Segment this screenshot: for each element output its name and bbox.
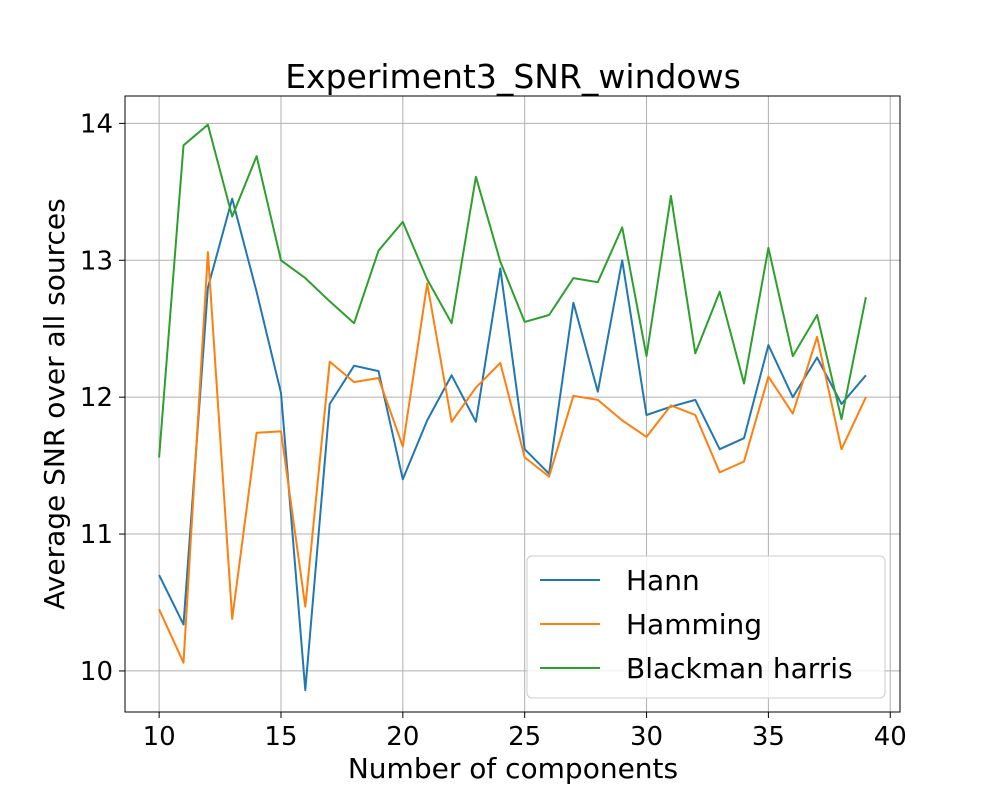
series-line-hann [158, 197, 867, 692]
x-tick-label: 20 [386, 722, 419, 752]
legend-box [526, 555, 886, 699]
y-tick-label: 13 [80, 246, 113, 276]
legend-label-hamming: Hamming [626, 608, 762, 641]
x-axis-label: Number of components [348, 752, 678, 785]
x-tick-label: 25 [508, 722, 541, 752]
x-tick-label: 35 [752, 722, 785, 752]
x-tick-label: 15 [264, 722, 297, 752]
legend-label-hann: Hann [626, 564, 700, 597]
x-tick-label: 30 [630, 722, 663, 752]
y-tick-label: 14 [80, 109, 113, 139]
series-lines [158, 123, 867, 692]
axis-ticks: 10 15 20 25 30 35 40 10 11 12 13 14 [80, 109, 907, 752]
x-tick-label: 10 [143, 722, 176, 752]
y-tick-label: 10 [80, 657, 113, 687]
plot-frame [124, 95, 901, 713]
y-axis-label: Average SNR over all sources [38, 198, 71, 609]
x-tick-label: 40 [874, 722, 907, 752]
y-tick-label: 12 [80, 383, 113, 413]
legend-label-blackman-harris: Blackman harris [626, 652, 853, 685]
legend: Hann Hamming Blackman harris [526, 555, 886, 699]
series-line-blackman-harris [158, 123, 867, 458]
chart-title: Experiment3_SNR_windows [285, 57, 741, 96]
series-line-hamming [158, 251, 867, 664]
y-tick-label: 11 [80, 520, 113, 550]
grid-lines [125, 96, 900, 712]
